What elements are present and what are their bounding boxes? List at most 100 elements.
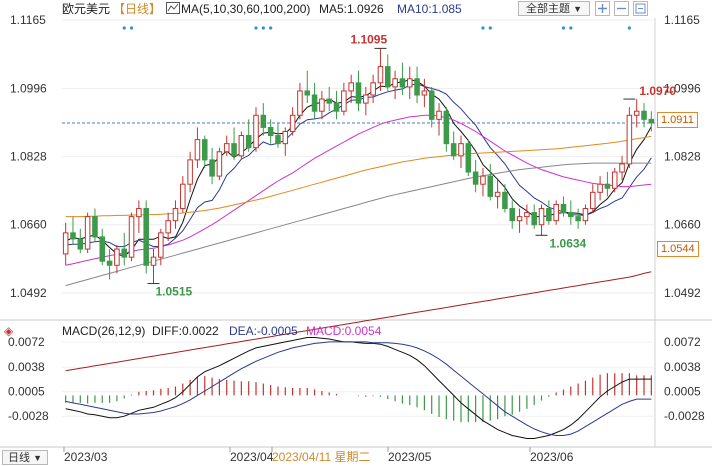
ma-settings-icon[interactable]	[166, 0, 180, 18]
candle-body	[421, 90, 428, 96]
period-button[interactable]: 日线 ▼	[2, 450, 48, 465]
ma-line-ma100	[65, 162, 652, 287]
candle-body	[92, 216, 98, 238]
ma-line-ma200	[65, 271, 652, 372]
signal-dot	[488, 26, 492, 30]
signal-dot	[129, 26, 134, 30]
x-axis-label: 2023/04/11 星期二	[272, 450, 371, 464]
candle-body	[245, 135, 252, 149]
candle-body	[150, 256, 157, 266]
candle-body	[231, 143, 237, 157]
chevron-down-icon: ▼	[33, 453, 42, 463]
period-button-label: 日线	[8, 452, 30, 464]
candle-body	[472, 171, 479, 185]
annotations: 1.1095 1.0970 1.0634 1.0515	[122, 26, 676, 299]
candle-body	[62, 232, 69, 255]
candle-body	[399, 78, 406, 88]
price-tick-left: 1.0996	[10, 82, 47, 96]
candle-body	[216, 151, 223, 177]
candle-body	[524, 212, 530, 218]
ma10-value: MA10:1.085	[397, 2, 462, 16]
candle-body	[341, 90, 347, 112]
candle-body	[128, 216, 135, 258]
x-axis-label: 2023/04	[230, 450, 274, 464]
axes: 1.1165 1.1165 1.0996 1.0996 1.0828 1.0828 1.06…	[8, 13, 705, 464]
candle-body	[363, 94, 369, 104]
candle-body	[136, 208, 142, 218]
theme-select[interactable]: 全部主题 ▼	[518, 1, 590, 16]
price-tick-right: 1.0660	[664, 218, 701, 232]
macd-panel	[65, 337, 652, 439]
candle-body	[355, 82, 362, 104]
signal-dot	[269, 26, 273, 30]
candle-body	[106, 260, 113, 266]
candle-body	[392, 78, 398, 88]
extreme-label-low-start: 1.0515	[156, 285, 193, 299]
extreme-label-high: 1.1095	[350, 32, 387, 46]
macd-tick-left: 0.0072	[8, 335, 45, 349]
signal-dot	[627, 26, 631, 30]
candle-body	[297, 90, 303, 116]
candle-body	[187, 159, 193, 185]
candle-body	[267, 126, 274, 137]
candle-body	[377, 66, 384, 84]
candle-body	[619, 163, 625, 173]
candle-body	[590, 191, 596, 210]
price-tick-right: 1.1165	[664, 13, 700, 27]
ma-params: MA(5,10,30,60,100,200)	[181, 2, 311, 16]
candle-body	[70, 232, 76, 240]
candle-body	[597, 183, 603, 193]
chevron-down-icon: ▼	[573, 4, 582, 14]
x-axis-label: 2023/03	[64, 450, 108, 464]
candle-body	[172, 208, 179, 222]
current-price-tag: 1.0911	[657, 112, 698, 128]
candle-body	[611, 171, 618, 189]
candle-body	[494, 191, 501, 197]
candle-body	[319, 98, 325, 112]
zoom-in-icon[interactable]	[595, 1, 610, 16]
candle-body	[84, 216, 91, 250]
candle-body	[238, 135, 245, 157]
candle-body	[370, 82, 376, 96]
candle-body	[582, 208, 589, 222]
current-price-value: 1.0911	[661, 114, 694, 126]
candle-body	[165, 220, 171, 234]
candle-body	[531, 212, 537, 226]
price-tick-right: 1.0828	[664, 150, 701, 164]
signal-dot	[122, 26, 126, 30]
period-label[interactable]: 【日线】	[113, 2, 162, 16]
macd-settings-icon[interactable]: ◈	[4, 324, 14, 338]
price-tick-right: 1.0492	[664, 286, 701, 300]
candle-body	[201, 139, 208, 161]
price-tick-left: 1.1165	[10, 13, 46, 27]
ma-line-ma60	[65, 135, 652, 218]
theme-select-label: 全部主题	[526, 3, 570, 15]
candle-body	[450, 143, 457, 157]
extreme-label-low-mid: 1.0634	[550, 236, 587, 250]
signal-dot	[569, 26, 573, 30]
candle-body	[626, 114, 633, 165]
candle-body	[180, 183, 186, 210]
price-tick-left: 1.0660	[10, 218, 47, 232]
extreme-label-recent-high: 1.0970	[639, 84, 676, 98]
candle-body	[568, 212, 574, 218]
candle-body	[99, 236, 106, 262]
ma5-value: MA5:1.0926	[319, 2, 384, 16]
macd-dea-line	[65, 341, 652, 436]
candle-body	[406, 78, 413, 88]
candle-body	[260, 114, 267, 128]
candle-body	[385, 66, 391, 88]
zoom-out-icon[interactable]	[614, 1, 629, 16]
macd-diff: DIFF:0.0022	[152, 324, 219, 338]
signal-dot	[254, 26, 258, 30]
candle-body	[348, 82, 354, 92]
price-tick-right: 1.0996	[664, 82, 701, 96]
settings-icon[interactable]	[633, 1, 648, 16]
candle-body	[428, 90, 435, 120]
candle-body	[516, 216, 523, 222]
candle-body	[546, 208, 552, 222]
candle-body	[282, 130, 289, 145]
price-tick-left: 1.0492	[10, 286, 47, 300]
candle-body	[143, 208, 149, 266]
